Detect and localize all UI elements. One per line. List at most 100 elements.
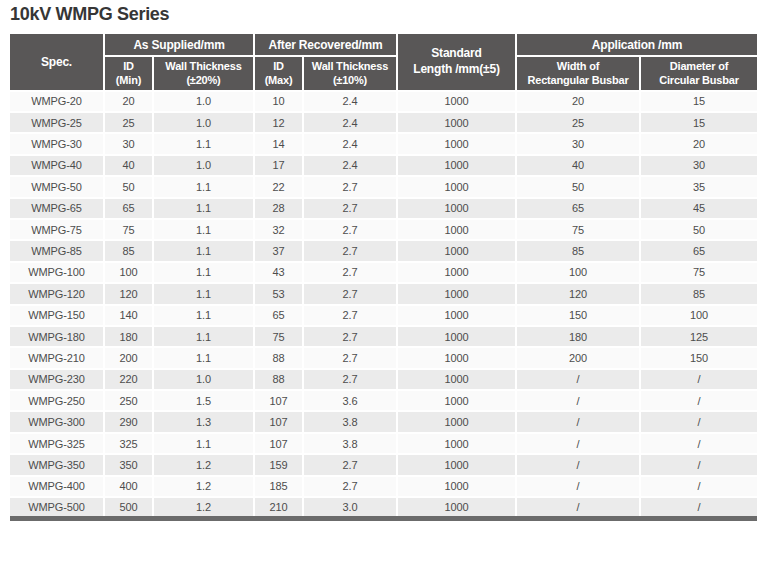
id-min-cell: 400 (104, 476, 153, 497)
circ-diameter-cell: / (640, 476, 757, 497)
spec-cell: WMPG-325 (10, 433, 104, 454)
header-standard-length-line1: Standard (399, 46, 514, 62)
header-id-min-line2: (Min) (106, 73, 151, 87)
header-id-max: ID (Max) (254, 56, 303, 91)
id-max-cell: 32 (254, 219, 303, 240)
standard-length-cell: 1000 (397, 91, 516, 112)
wall-thickness-10-cell: 2.4 (303, 112, 397, 133)
wall-thickness-10-cell: 2.7 (303, 198, 397, 219)
circ-diameter-cell: 100 (640, 305, 757, 326)
wall-thickness-10-cell: 2.7 (303, 369, 397, 390)
header-id-max-line1: ID (256, 59, 301, 73)
header-after-recovered: After Recovered/mm (254, 34, 397, 56)
table-row: WMPG-50501.1222.710005035 (10, 176, 757, 197)
id-max-cell: 43 (254, 262, 303, 283)
header-spec-label: Spec. (41, 55, 72, 69)
wall-thickness-10-cell: 2.4 (303, 133, 397, 154)
circ-diameter-cell: / (640, 411, 757, 432)
header-wall-thickness-10-line2: (±10%) (305, 73, 395, 87)
wall-thickness-10-cell: 2.7 (303, 219, 397, 240)
table-row: WMPG-3503501.21592.71000// (10, 454, 757, 475)
standard-length-cell: 1000 (397, 497, 516, 518)
standard-length-cell: 1000 (397, 219, 516, 240)
standard-length-cell: 1000 (397, 262, 516, 283)
rect-width-cell: 40 (516, 155, 640, 176)
rect-width-cell: / (516, 369, 640, 390)
id-min-cell: 25 (104, 112, 153, 133)
spec-cell: WMPG-120 (10, 283, 104, 304)
wall-thickness-20-cell: 1.5 (153, 390, 254, 411)
rect-width-cell: / (516, 497, 640, 518)
standard-length-cell: 1000 (397, 369, 516, 390)
wall-thickness-20-cell: 1.1 (153, 176, 254, 197)
rect-width-cell: 20 (516, 91, 640, 112)
spec-table: Spec. As Supplied/mm After Recovered/mm … (10, 34, 757, 521)
table-row: WMPG-2102001.1882.71000200150 (10, 347, 757, 368)
id-max-cell: 107 (254, 411, 303, 432)
spec-cell: WMPG-20 (10, 91, 104, 112)
wall-thickness-10-cell: 2.7 (303, 347, 397, 368)
table-row: WMPG-4004001.21852.71000// (10, 476, 757, 497)
table-row: WMPG-75751.1322.710007550 (10, 219, 757, 240)
id-max-cell: 210 (254, 497, 303, 518)
rect-width-cell: 25 (516, 112, 640, 133)
standard-length-cell: 1000 (397, 240, 516, 261)
standard-length-cell: 1000 (397, 454, 516, 475)
id-min-cell: 100 (104, 262, 153, 283)
circ-diameter-cell: 30 (640, 155, 757, 176)
id-min-cell: 75 (104, 219, 153, 240)
circ-diameter-cell: / (640, 454, 757, 475)
wall-thickness-10-cell: 2.4 (303, 155, 397, 176)
id-max-cell: 65 (254, 305, 303, 326)
id-min-cell: 140 (104, 305, 153, 326)
wall-thickness-20-cell: 1.2 (153, 454, 254, 475)
header-id-max-line2: (Max) (256, 73, 301, 87)
standard-length-cell: 1000 (397, 112, 516, 133)
spec-cell: WMPG-210 (10, 347, 104, 368)
wall-thickness-20-cell: 1.2 (153, 497, 254, 518)
wall-thickness-10-cell: 2.7 (303, 305, 397, 326)
id-max-cell: 53 (254, 283, 303, 304)
circ-diameter-cell: 15 (640, 112, 757, 133)
circ-diameter-cell: 125 (640, 326, 757, 347)
spec-cell: WMPG-50 (10, 176, 104, 197)
spec-cell: WMPG-400 (10, 476, 104, 497)
standard-length-cell: 1000 (397, 476, 516, 497)
standard-length-cell: 1000 (397, 133, 516, 154)
standard-length-cell: 1000 (397, 411, 516, 432)
header-application-label: Application /mm (592, 38, 682, 52)
wall-thickness-20-cell: 1.1 (153, 326, 254, 347)
id-min-cell: 350 (104, 454, 153, 475)
header-width-rectangular-line2: Rectangular Busbar (518, 73, 638, 87)
wall-thickness-20-cell: 1.1 (153, 240, 254, 261)
spec-cell: WMPG-250 (10, 390, 104, 411)
wall-thickness-10-cell: 2.7 (303, 176, 397, 197)
table-row: WMPG-20201.0102.410002015 (10, 91, 757, 112)
wall-thickness-20-cell: 1.1 (153, 219, 254, 240)
wall-thickness-20-cell: 1.3 (153, 411, 254, 432)
circ-diameter-cell: 65 (640, 240, 757, 261)
table-row: WMPG-1801801.1752.71000180125 (10, 326, 757, 347)
rect-width-cell: 75 (516, 219, 640, 240)
id-max-cell: 159 (254, 454, 303, 475)
wall-thickness-20-cell: 1.0 (153, 91, 254, 112)
wall-thickness-10-cell: 3.0 (303, 497, 397, 518)
id-min-cell: 180 (104, 326, 153, 347)
spec-cell: WMPG-300 (10, 411, 104, 432)
spec-cell: WMPG-75 (10, 219, 104, 240)
header-wall-thickness-10: Wall Thickness (±10%) (303, 56, 397, 91)
wall-thickness-10-cell: 2.7 (303, 262, 397, 283)
wall-thickness-20-cell: 1.1 (153, 198, 254, 219)
table-row: WMPG-1501401.1652.71000150100 (10, 305, 757, 326)
wall-thickness-10-cell: 2.7 (303, 454, 397, 475)
id-max-cell: 75 (254, 326, 303, 347)
standard-length-cell: 1000 (397, 326, 516, 347)
spec-cell: WMPG-180 (10, 326, 104, 347)
spec-cell: WMPG-30 (10, 133, 104, 154)
rect-width-cell: 180 (516, 326, 640, 347)
table-row: WMPG-25251.0122.410002515 (10, 112, 757, 133)
standard-length-cell: 1000 (397, 347, 516, 368)
header-width-rectangular-busbar: Width of Rectangular Busbar (516, 56, 640, 91)
wall-thickness-10-cell: 2.4 (303, 91, 397, 112)
id-min-cell: 65 (104, 198, 153, 219)
